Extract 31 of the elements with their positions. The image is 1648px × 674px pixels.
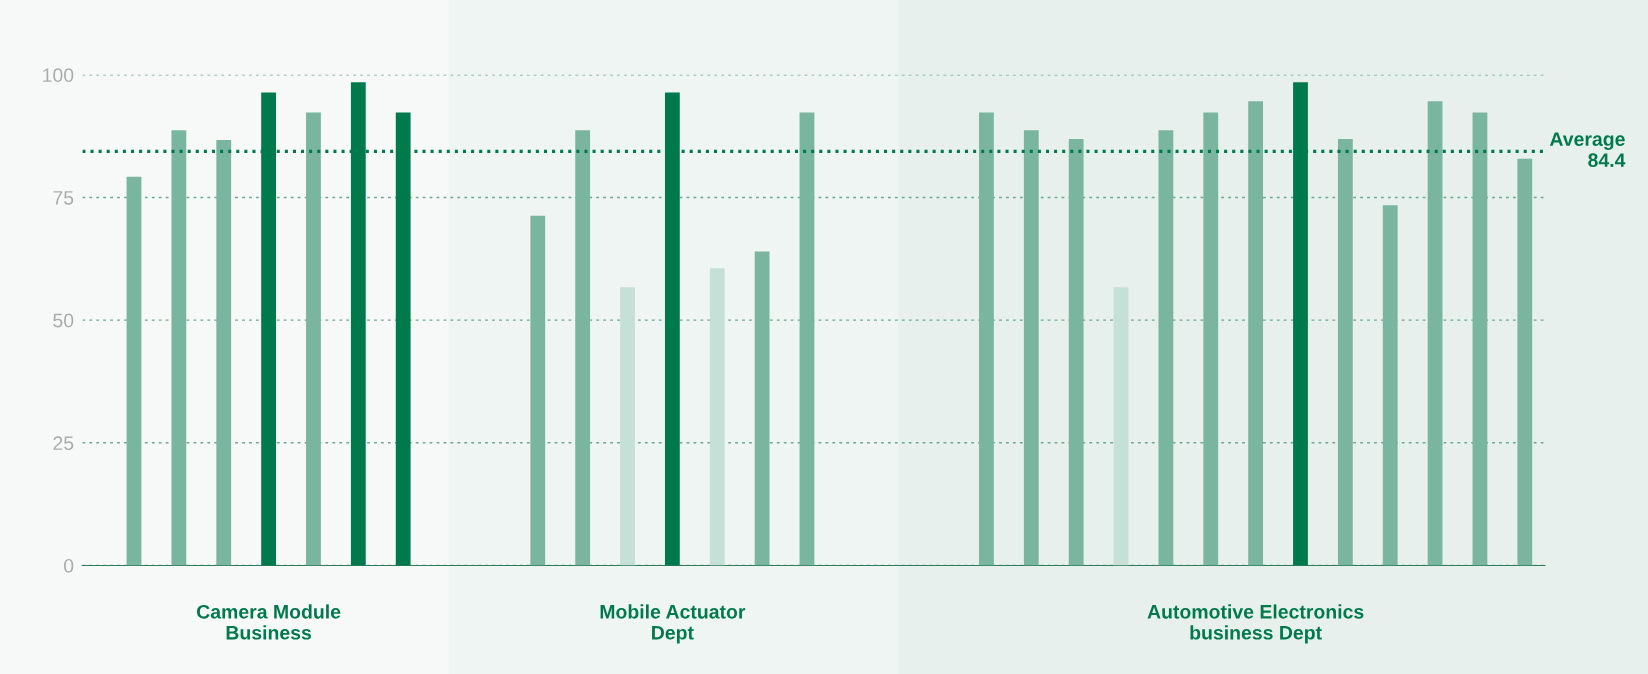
bar <box>216 140 232 566</box>
bar <box>1068 139 1084 566</box>
bar <box>979 112 994 566</box>
y-tick-label: 25 <box>53 436 74 451</box>
bar <box>1248 101 1264 566</box>
bar <box>1023 130 1039 566</box>
bar <box>575 130 591 566</box>
bar <box>799 112 815 566</box>
bar <box>620 287 635 566</box>
bar <box>1337 139 1353 566</box>
bar <box>754 251 770 566</box>
bar <box>126 176 142 566</box>
bar <box>1472 112 1488 566</box>
bar <box>530 215 546 566</box>
y-tick-label: 50 <box>53 313 74 328</box>
bar <box>171 130 187 566</box>
bar <box>1382 205 1398 566</box>
y-tick-label: 75 <box>53 191 74 205</box>
y-tick-label: 100 <box>43 68 74 83</box>
bar <box>1158 130 1174 566</box>
bar <box>1517 158 1533 566</box>
y-tick-label: 0 <box>64 558 74 573</box>
bar <box>1203 112 1219 566</box>
x-tick-label: Automotive Electronics business Dept <box>1147 604 1364 644</box>
bar <box>1427 101 1443 566</box>
bar <box>306 112 321 566</box>
bar <box>709 268 725 566</box>
x-tick-label: Camera Module Business <box>197 604 341 640</box>
ref-line-label: Average 84.4 <box>1549 132 1626 168</box>
x-tick-label: Mobile Actuator Dept <box>600 604 746 644</box>
bar <box>1113 287 1129 566</box>
